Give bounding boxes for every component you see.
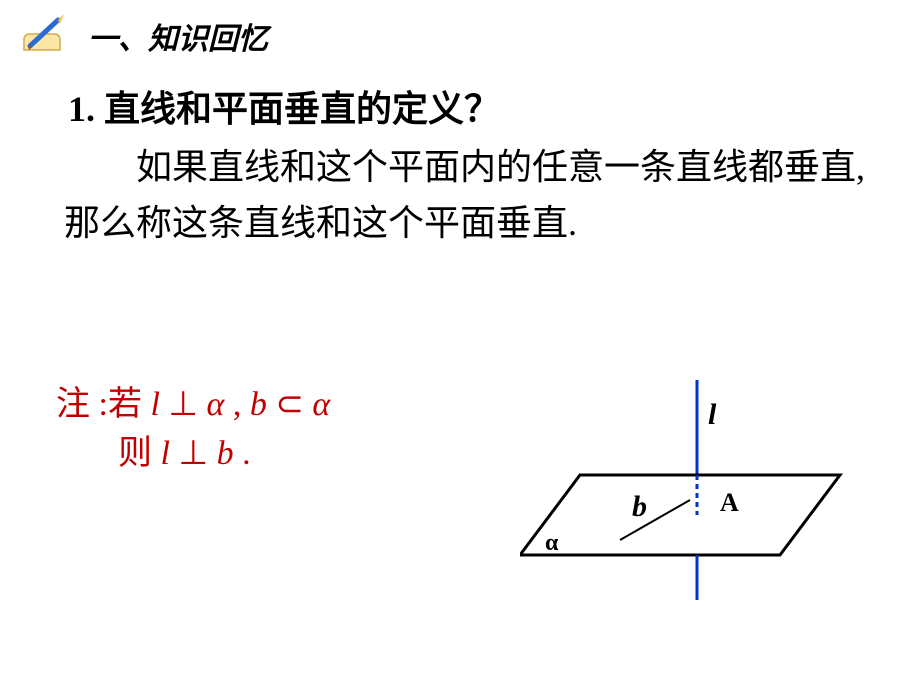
plane-alpha bbox=[520, 475, 840, 555]
definition-body: 如果直线和这个平面内的任意一条直线都垂直,那么称这条直线和这个平面垂直. bbox=[64, 140, 870, 252]
var-alpha: α bbox=[207, 386, 225, 423]
var-l: l bbox=[150, 386, 159, 423]
note-prefix: 注 : bbox=[56, 386, 108, 423]
note-line-1: 注 :若 l ⊥ α , b ⊂ α bbox=[56, 380, 330, 429]
perp-symbol-2: ⊥ bbox=[178, 435, 208, 472]
section-title: 1. 直线和平面垂直的定义？ bbox=[68, 80, 500, 132]
comma: , bbox=[224, 386, 250, 423]
header-title: 一、知识回忆 bbox=[88, 14, 268, 58]
label-alpha: α bbox=[545, 530, 558, 557]
note-block: 注 :若 l ⊥ α , b ⊂ α 则 l ⊥ b . bbox=[56, 380, 330, 479]
header: 一、知识回忆 bbox=[20, 12, 268, 60]
label-b: b bbox=[632, 490, 647, 524]
label-l: l bbox=[708, 398, 716, 432]
plane-line-diagram: l A b α bbox=[520, 380, 900, 620]
perp-symbol: ⊥ bbox=[168, 386, 198, 423]
var-alpha-2: α bbox=[312, 386, 330, 423]
note-if: 若 bbox=[108, 386, 151, 423]
period: . bbox=[234, 435, 251, 472]
var-b-2: b bbox=[217, 435, 234, 472]
pencil-note-icon bbox=[20, 12, 68, 60]
var-l-2: l bbox=[161, 435, 170, 472]
subset-symbol: ⊂ bbox=[275, 386, 304, 423]
note-then: 则 bbox=[118, 435, 161, 472]
label-A: A bbox=[720, 488, 739, 518]
note-line-2: 则 l ⊥ b . bbox=[118, 429, 330, 478]
var-b: b bbox=[250, 386, 267, 423]
